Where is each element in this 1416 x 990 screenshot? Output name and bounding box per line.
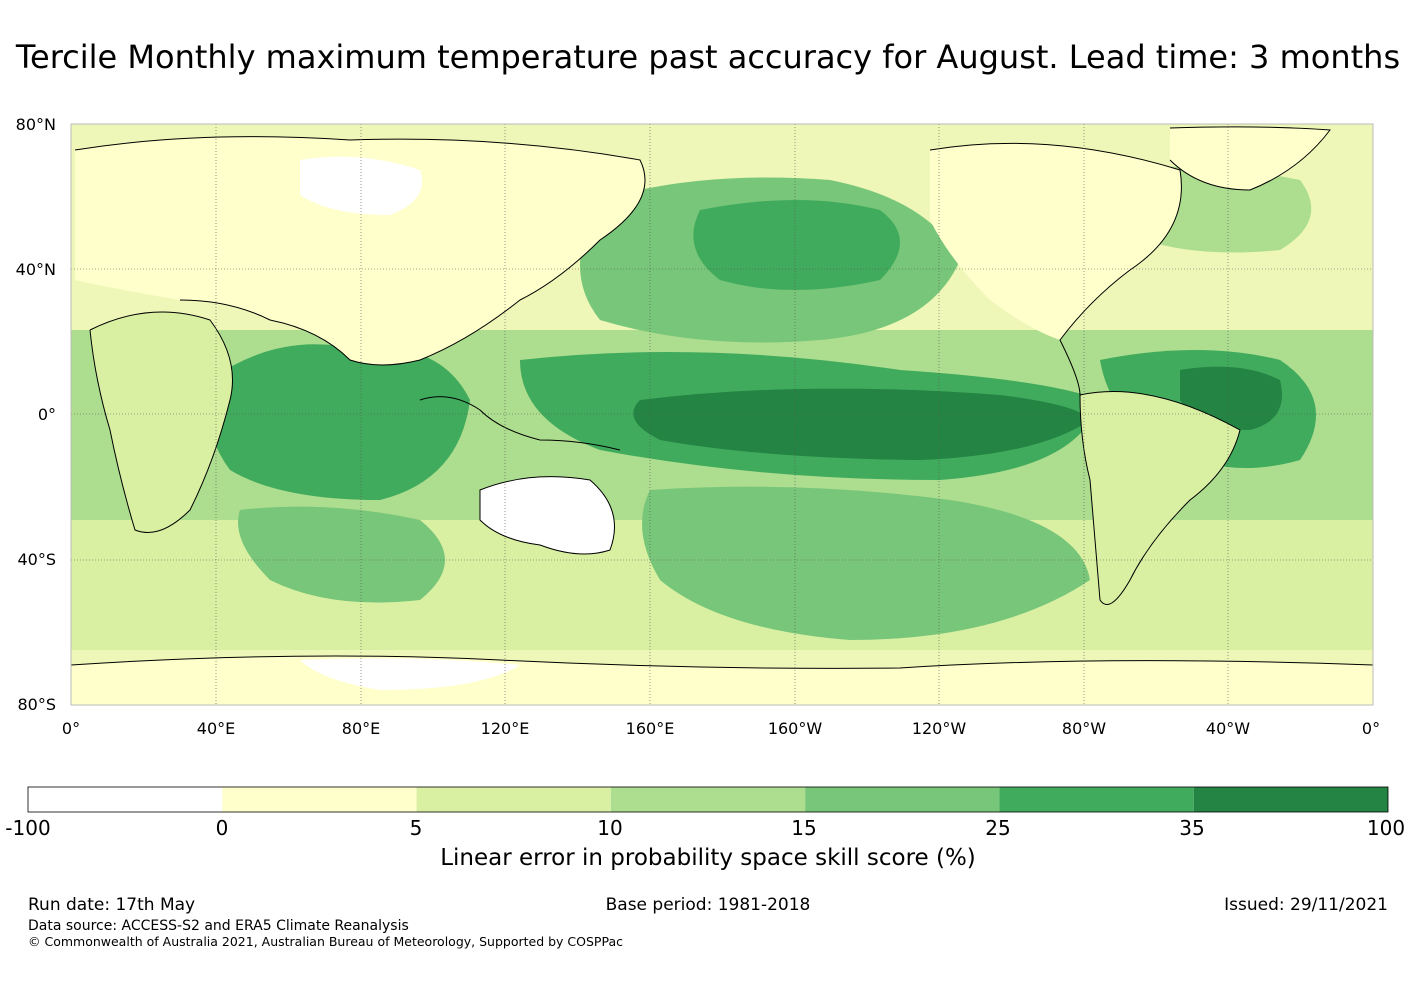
lat-label-40n: 40°N xyxy=(15,260,56,279)
colorbar-cell xyxy=(805,787,1000,812)
lon-label-40w: 40°W xyxy=(1205,719,1251,738)
colorbar-cell xyxy=(222,787,417,812)
indian-ocean-region xyxy=(207,344,470,500)
run-date: Run date: 17th May xyxy=(28,895,196,915)
lon-label-120w: 120°W xyxy=(911,719,967,738)
equatorial-pacific-core xyxy=(633,388,1090,460)
colorbar-tick: 10 xyxy=(597,816,623,840)
eurasia-land xyxy=(75,136,645,365)
issued-date: Issued: 29/11/2021 xyxy=(1224,895,1388,915)
colorbar-tick: 5 xyxy=(409,816,423,840)
lat-label-80s: 80°S xyxy=(17,695,56,714)
colorbar-cell xyxy=(610,787,806,812)
australia-land xyxy=(480,476,615,554)
lon-label-80w: 80°W xyxy=(1061,719,1107,738)
gridlines xyxy=(71,124,1373,705)
colorbar-tick: 15 xyxy=(791,816,817,840)
colorbar xyxy=(27,786,1389,813)
siberia-white xyxy=(300,156,422,215)
lon-label-160w: 160°W xyxy=(767,719,823,738)
africa-land xyxy=(90,312,233,533)
lat-label-40s: 40°S xyxy=(17,550,56,569)
base-period: Base period: 1981-2018 xyxy=(605,895,811,915)
south-america-land xyxy=(1080,391,1240,605)
lon-label-40e: 40°E xyxy=(196,719,236,738)
map-frame xyxy=(70,123,1374,706)
map-title: Tercile Monthly maximum temperature past… xyxy=(15,38,1401,76)
colorbar-tick: 0 xyxy=(215,816,229,840)
colorbar-cell xyxy=(1193,787,1388,812)
lon-label-120e: 120°E xyxy=(480,719,530,738)
colorbar-label: Linear error in probability space skill … xyxy=(440,845,976,871)
colorbar-tick: 100 xyxy=(1366,816,1406,840)
coastlines xyxy=(71,126,1373,669)
greenland-land xyxy=(1170,126,1330,190)
colorbar-cell xyxy=(999,787,1194,812)
lon-label-0-left: 0° xyxy=(61,719,81,738)
south-pacific-region xyxy=(642,486,1090,640)
north-america-land xyxy=(930,143,1182,340)
north-pacific-core xyxy=(693,200,900,290)
copyright: © Commonwealth of Australia 2021, Austra… xyxy=(28,934,623,949)
lon-label-0-right: 0° xyxy=(1361,719,1381,738)
south-indian-region xyxy=(238,506,445,603)
colorbar-cell xyxy=(416,787,611,812)
colorbar-tick: 25 xyxy=(985,816,1011,840)
colorbar-cell xyxy=(28,787,223,812)
antarctica-white xyxy=(300,658,520,690)
colorbar-tick: 35 xyxy=(1179,816,1205,840)
data-source: Data source: ACCESS-S2 and ERA5 Climate … xyxy=(28,918,409,934)
lon-label-160e: 160°E xyxy=(625,719,675,738)
lat-label-80n: 80°N xyxy=(15,115,56,134)
colorbar-frame xyxy=(27,786,1389,813)
colorbar-tick: -100 xyxy=(5,816,51,840)
lon-label-80e: 80°E xyxy=(341,719,381,738)
lat-label-0: 0° xyxy=(37,405,56,424)
